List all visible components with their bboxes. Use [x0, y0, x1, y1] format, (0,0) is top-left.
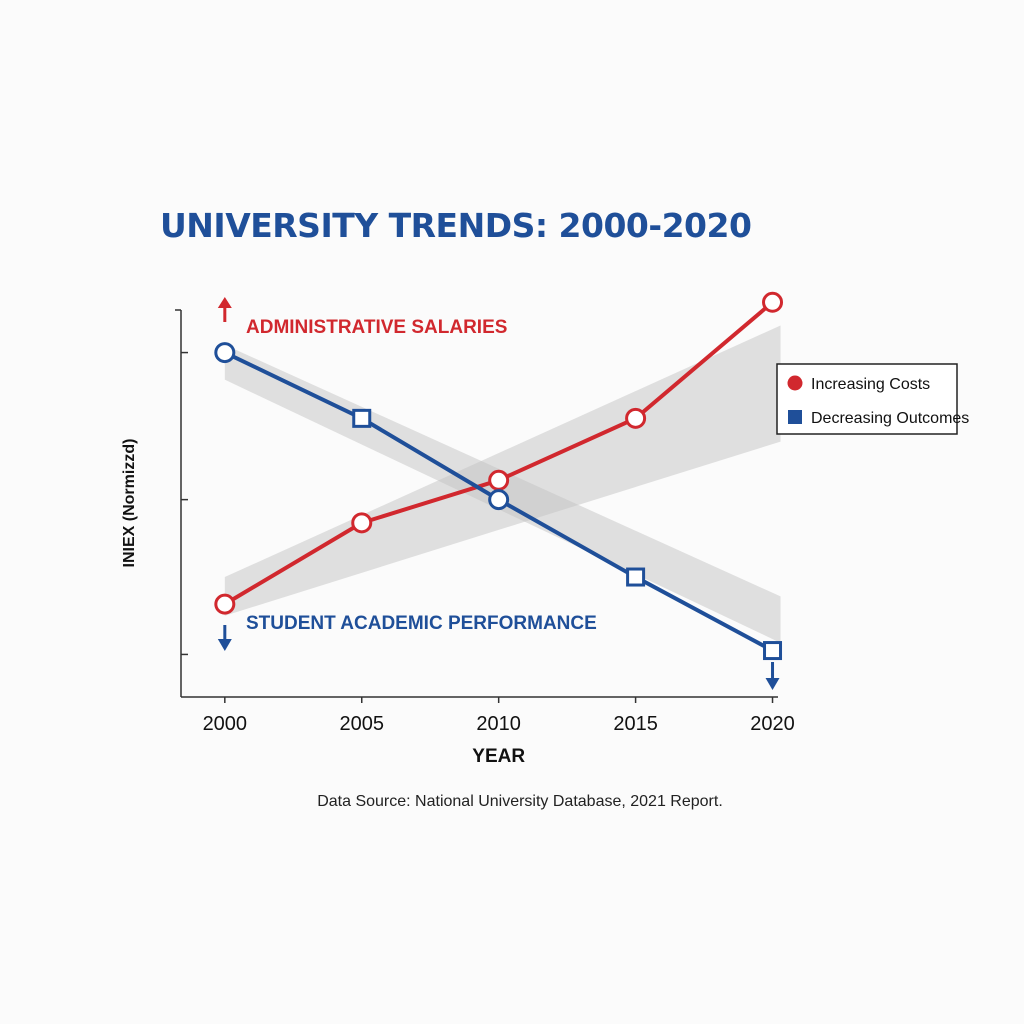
data-point-s1-2015 [625, 407, 647, 429]
data-source-note: Data Source: National University Databas… [317, 793, 723, 810]
annotation-administrative-salaries: ADMINISTRATIVE SALARIES [246, 317, 507, 338]
y-axis-label: INIEX (Normizzd) [121, 439, 138, 568]
end-down-arrow-icon [765, 678, 780, 690]
up-arrow-icon [217, 297, 232, 308]
data-point-s2-2005 [352, 408, 372, 428]
x-tick-label-2010: 2010 [476, 713, 521, 735]
data-point-s1-2010 [488, 469, 510, 491]
legend: Increasing Costs Decreasing Outcomes [776, 363, 969, 435]
x-tick-label-2000: 2000 [203, 713, 248, 735]
legend-marker-square [788, 410, 802, 424]
data-point-s2-2015 [626, 567, 646, 587]
x-axis-label: YEAR [472, 746, 525, 767]
down-arrow-icon [217, 639, 232, 651]
x-tick-label-2015: 2015 [613, 713, 658, 735]
x-tick-label-2020: 2020 [750, 713, 795, 735]
legend-label-2: Decreasing Outcomes [811, 410, 969, 427]
x-tick-label-2005: 2005 [339, 713, 384, 735]
legend-box [776, 363, 958, 435]
data-point-s2-2000 [214, 342, 236, 364]
annotation-student-academic-performance: STUDENT ACADEMIC PERFORMANCE [246, 613, 597, 634]
data-point-s1-2020 [762, 291, 784, 313]
legend-label-1: Increasing Costs [811, 376, 930, 393]
data-point-s2-2010 [488, 489, 510, 511]
data-point-s2-2020 [763, 641, 783, 661]
data-point-s1-2005 [351, 512, 373, 534]
data-point-s1-2000 [214, 593, 236, 615]
legend-marker-circle [787, 375, 803, 391]
chart-title: UNIVERSITY TRENDS: 2000-2020 [160, 206, 752, 245]
